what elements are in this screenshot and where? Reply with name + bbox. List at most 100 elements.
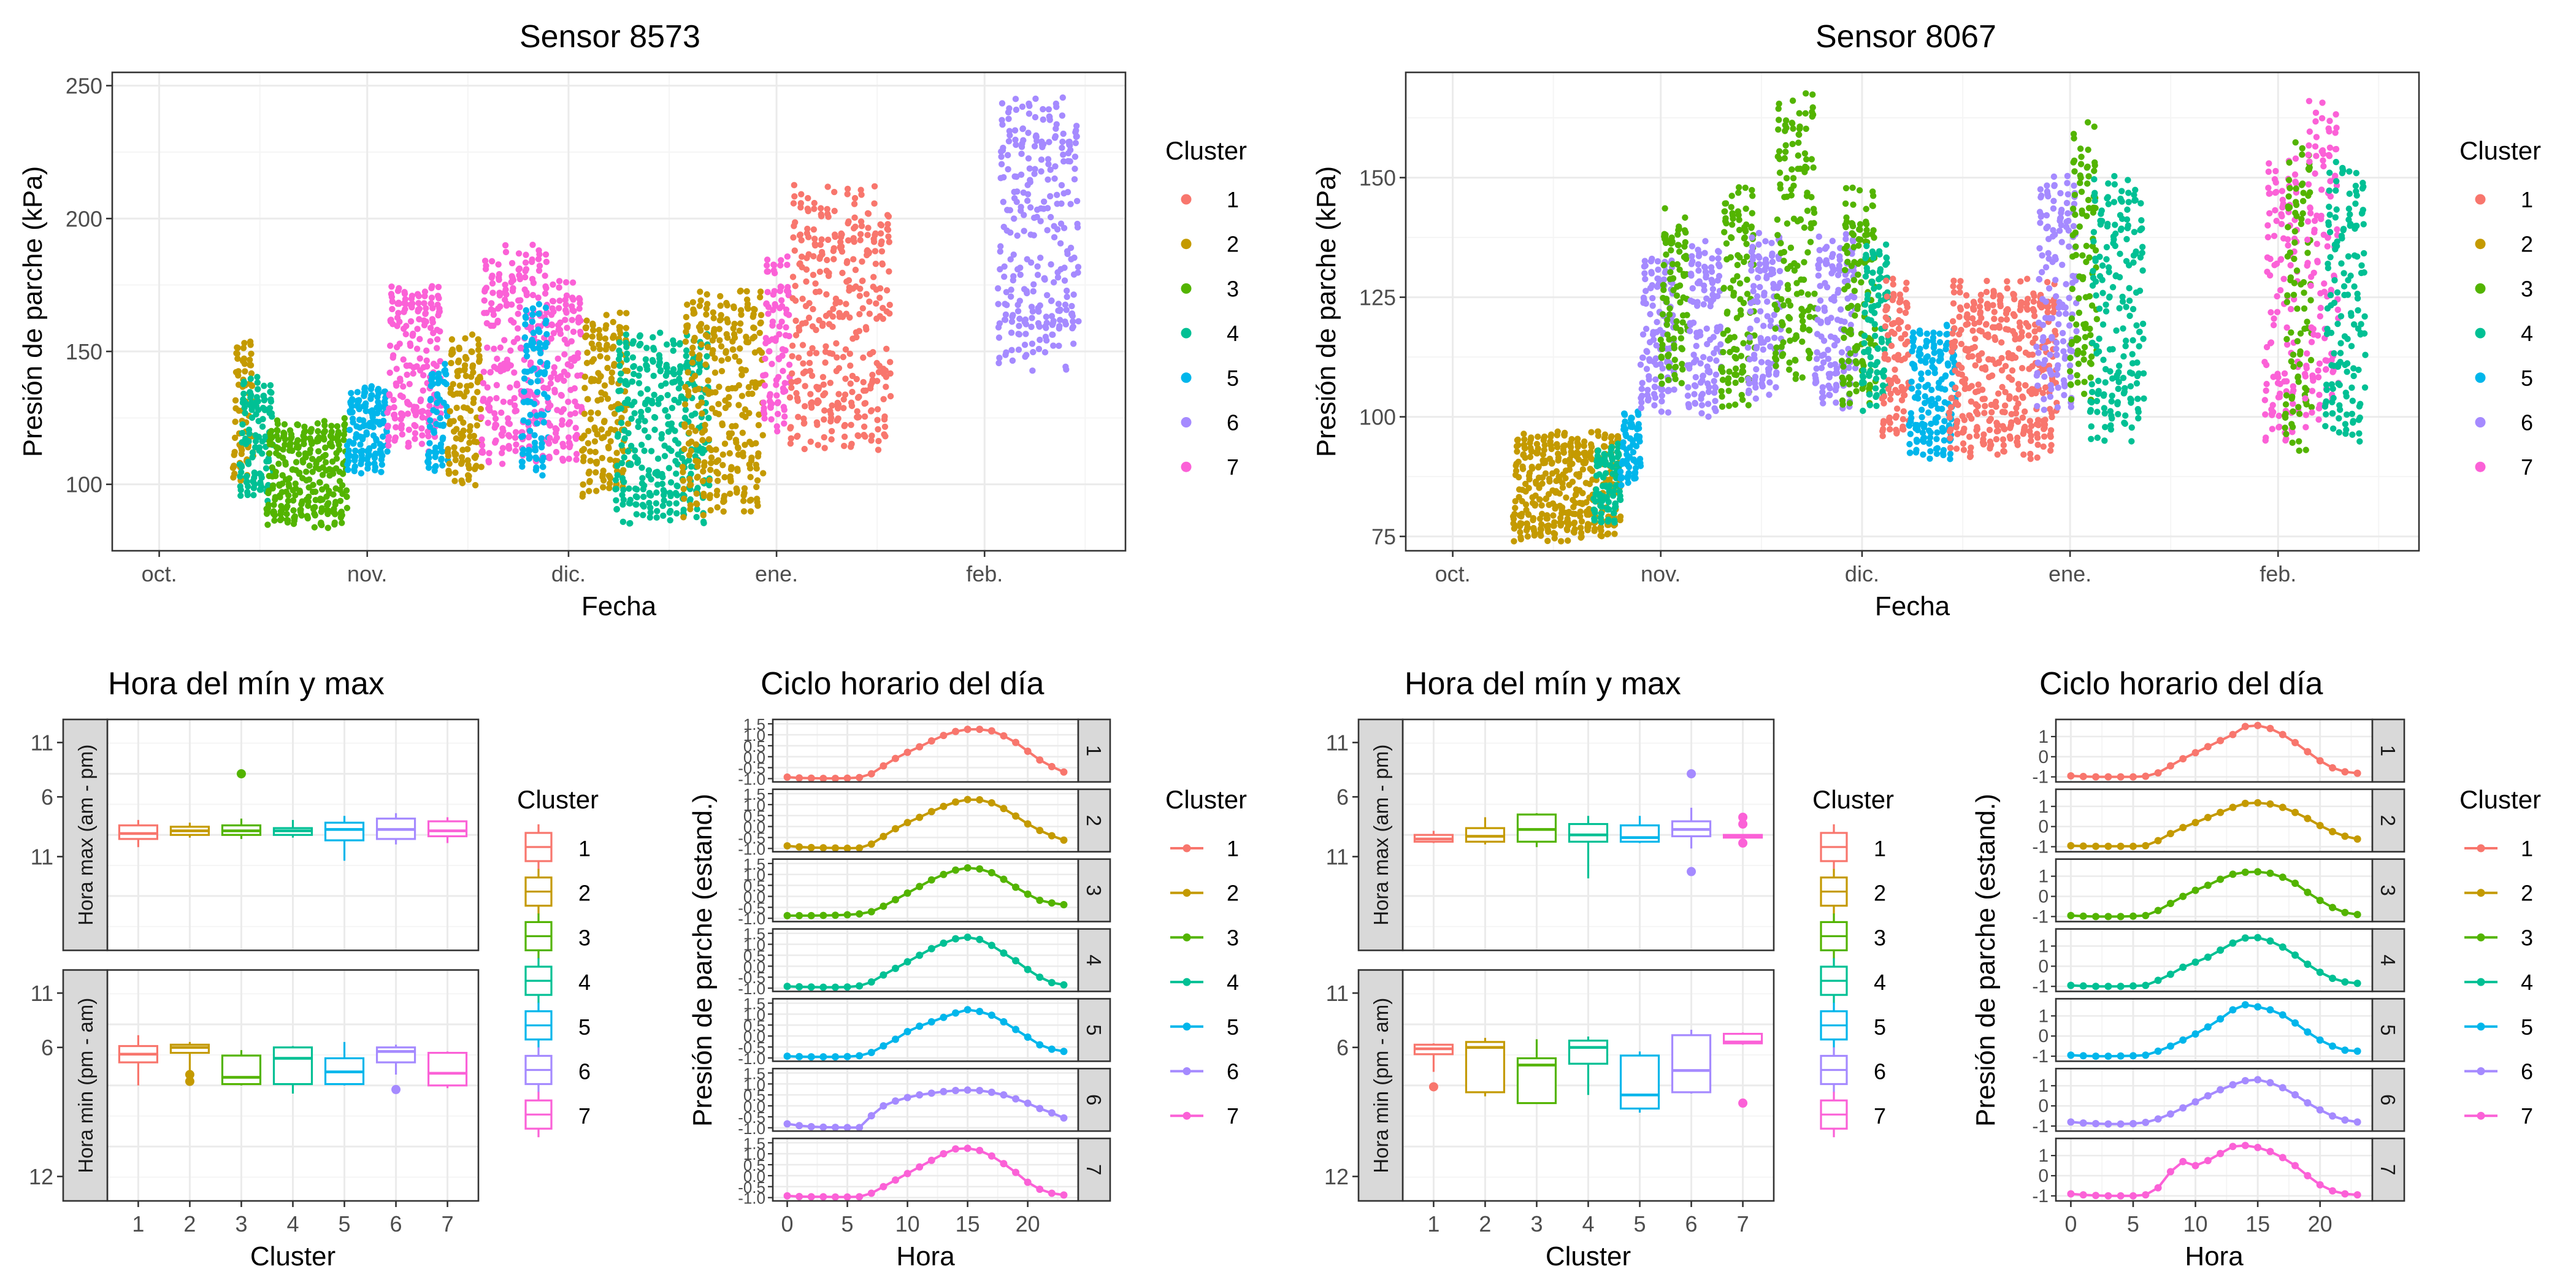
data-point — [704, 343, 711, 351]
data-point — [786, 361, 793, 368]
data-point — [1833, 369, 1841, 377]
data-point — [790, 234, 797, 241]
data-point — [500, 427, 507, 435]
data-point — [824, 236, 832, 243]
data-point — [857, 186, 864, 193]
data-point — [1665, 377, 1672, 383]
data-point — [385, 434, 393, 440]
data-point — [1777, 240, 1784, 247]
data-point — [805, 207, 811, 215]
data-point — [1863, 221, 1870, 228]
data-point — [493, 437, 499, 444]
data-point — [1803, 164, 1810, 172]
data-point — [1531, 531, 1538, 537]
data-point — [523, 315, 529, 321]
data-point — [1043, 324, 1049, 331]
data-point — [416, 316, 423, 323]
data-point — [1062, 301, 1069, 309]
data-point — [1043, 292, 1051, 299]
data-point — [1604, 530, 1612, 537]
data-point — [1864, 268, 1871, 275]
data-point — [1783, 125, 1790, 131]
data-point — [231, 434, 239, 442]
data-point — [1728, 204, 1735, 210]
data-point — [824, 183, 831, 190]
data-point — [282, 441, 288, 448]
data-point — [683, 347, 690, 354]
data-point — [724, 302, 730, 309]
data-point — [1053, 104, 1060, 110]
data-point — [1602, 470, 1609, 477]
data-point — [1794, 263, 1801, 269]
data-point — [1781, 248, 1788, 256]
data-point — [842, 375, 849, 382]
data-point — [1701, 286, 1708, 294]
data-point — [640, 512, 646, 518]
data-point — [489, 289, 496, 296]
data-point — [1565, 522, 1572, 529]
data-point — [761, 410, 768, 417]
data-point — [1695, 267, 1702, 274]
data-point — [1738, 376, 1745, 383]
data-point — [1071, 153, 1079, 160]
data-point — [346, 426, 353, 434]
data-point — [702, 361, 709, 368]
data-point — [1003, 349, 1010, 356]
data-point — [1056, 342, 1062, 350]
data-point — [1726, 368, 1733, 375]
data-point — [876, 294, 883, 301]
data-point — [258, 474, 265, 481]
data-point — [1708, 268, 1715, 275]
data-point — [427, 396, 434, 402]
data-point — [886, 239, 893, 245]
data-point — [248, 407, 255, 413]
data-point — [751, 324, 757, 332]
data-point — [1762, 238, 1769, 245]
data-point — [1842, 224, 1849, 231]
data-point — [1682, 214, 1689, 221]
data-point — [1031, 143, 1038, 150]
data-point — [747, 508, 754, 515]
data-point — [1679, 346, 1685, 353]
data-point — [623, 343, 630, 350]
data-point — [340, 437, 347, 443]
data-point — [876, 285, 884, 292]
data-point — [997, 248, 1003, 255]
data-point — [263, 465, 270, 472]
data-point — [1803, 90, 1809, 97]
data-point — [1029, 367, 1036, 374]
data-point — [1574, 450, 1582, 458]
data-point — [1524, 533, 1531, 540]
plot-border — [111, 71, 1127, 552]
data-point — [512, 429, 519, 435]
data-point — [1645, 395, 1652, 402]
data-point — [1051, 234, 1058, 241]
data-point — [1568, 435, 1575, 443]
data-point — [782, 347, 789, 354]
data-point — [1734, 273, 1741, 280]
data-point — [857, 285, 864, 293]
data-point — [1746, 387, 1752, 394]
data-point — [321, 427, 328, 435]
data-point — [1852, 312, 1858, 319]
data-point — [874, 416, 881, 424]
data-point — [682, 406, 689, 413]
data-point — [1792, 371, 1800, 378]
data-point — [1861, 332, 1868, 339]
data-point — [784, 261, 791, 269]
data-point — [1511, 538, 1517, 545]
data-point — [536, 251, 543, 258]
data-point — [1049, 331, 1056, 338]
data-point — [608, 378, 615, 386]
data-point — [345, 458, 352, 465]
data-point — [1512, 498, 1519, 505]
data-point — [1544, 528, 1552, 535]
data-point — [1679, 361, 1685, 367]
data-point — [1735, 184, 1742, 191]
data-point — [838, 243, 845, 250]
data-point — [352, 447, 359, 454]
data-point — [1652, 376, 1659, 383]
data-point — [637, 408, 645, 415]
data-point — [562, 316, 569, 323]
data-point — [510, 277, 517, 283]
